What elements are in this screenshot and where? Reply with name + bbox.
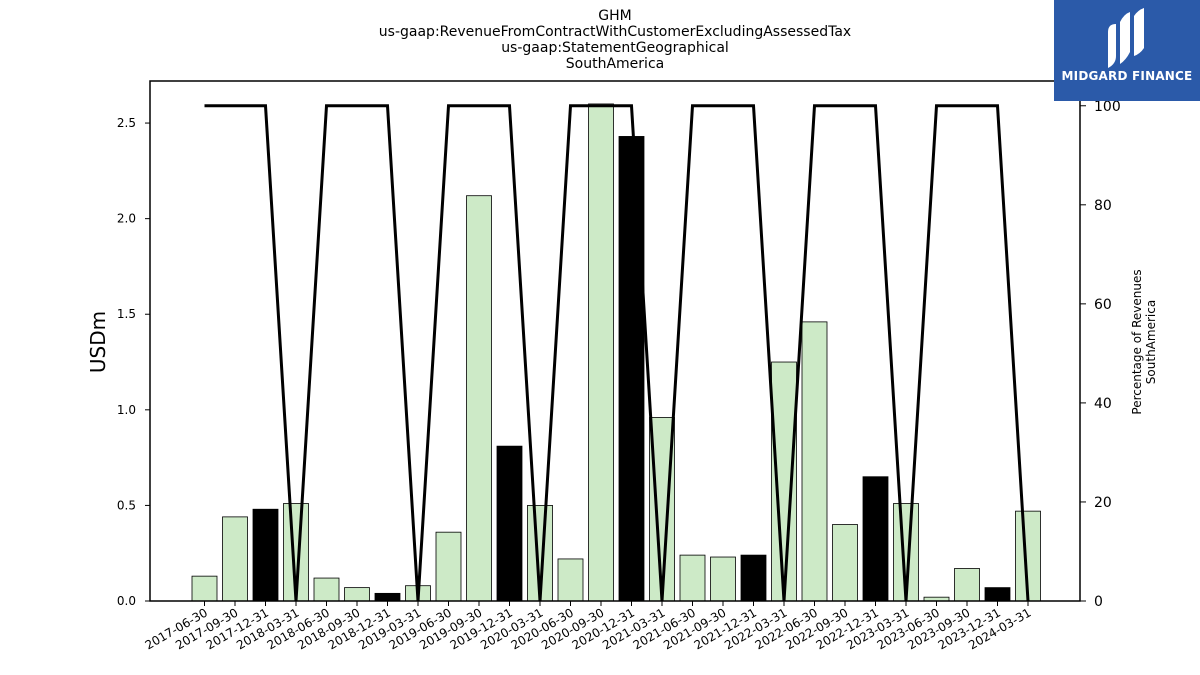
bar-2018-06-30 bbox=[313, 577, 340, 602]
bar-2017-06-30 bbox=[191, 575, 218, 602]
y2-tick-label: 20 bbox=[1094, 495, 1112, 511]
bar-2023-09-30 bbox=[954, 568, 980, 602]
y-tick-label: 0.5 bbox=[117, 498, 136, 512]
bar-2019-06-30 bbox=[435, 531, 462, 602]
midgard-logo-icon bbox=[1108, 8, 1144, 68]
bar-2020-12-31 bbox=[618, 136, 645, 602]
bar-2021-09-30 bbox=[710, 556, 736, 602]
chart-title-member: SouthAmerica bbox=[566, 56, 664, 72]
y2-tick-label: 100 bbox=[1094, 99, 1121, 115]
bar-2020-09-30 bbox=[588, 103, 614, 602]
bar-2017-12-31 bbox=[252, 508, 279, 602]
midgard-logo: MIDGARD FINANCE bbox=[1054, 0, 1200, 101]
percentage-line-series bbox=[204, 104, 1030, 602]
bar-2022-12-31 bbox=[862, 476, 889, 602]
bar-2018-12-31 bbox=[374, 592, 401, 602]
bar-2017-09-30 bbox=[222, 516, 248, 602]
chart-title-group: GHM us-gaap:RevenueFromContractWithCusto… bbox=[379, 8, 851, 72]
bar-2019-09-30 bbox=[466, 195, 492, 602]
bar-2021-12-31 bbox=[740, 554, 767, 602]
y-tick-label: 1.0 bbox=[117, 403, 136, 417]
plot-frame bbox=[149, 80, 1081, 602]
bar-2022-06-30 bbox=[801, 321, 828, 602]
bar-2022-09-30 bbox=[832, 524, 858, 602]
y-tick-label: 1.5 bbox=[117, 307, 136, 321]
y-tick-label: 0.0 bbox=[117, 594, 136, 608]
y2-axis-label-line2: SouthAmerica bbox=[1144, 300, 1158, 384]
y-tick-label: 2.5 bbox=[117, 116, 136, 130]
y-axis-label: USDm bbox=[86, 311, 110, 373]
percentage-line bbox=[204, 104, 1030, 602]
bar-2020-06-30 bbox=[557, 558, 584, 602]
y2-tick-label: 40 bbox=[1094, 396, 1112, 412]
y2-tick-label: 80 bbox=[1094, 198, 1112, 214]
bar-2018-09-30 bbox=[344, 587, 370, 602]
y2-tick-label: 60 bbox=[1094, 297, 1112, 313]
bar-2021-06-30 bbox=[679, 554, 706, 602]
chart-title-metric: us-gaap:RevenueFromContractWithCustomerE… bbox=[379, 24, 851, 40]
chart-title-axis: us-gaap:StatementGeographical bbox=[501, 40, 729, 56]
bar-series bbox=[191, 103, 1041, 602]
y2-axis-label-line1: Percentage of Revenues bbox=[1130, 269, 1144, 414]
bar-2019-12-31 bbox=[496, 445, 523, 602]
y-tick-label: 2.0 bbox=[117, 212, 136, 226]
logo-text: MIDGARD FINANCE bbox=[1061, 69, 1193, 83]
y2-tick-label: 0 bbox=[1094, 594, 1103, 610]
chart-title-ticker: GHM bbox=[598, 8, 631, 24]
bar-2023-12-31 bbox=[984, 587, 1011, 602]
